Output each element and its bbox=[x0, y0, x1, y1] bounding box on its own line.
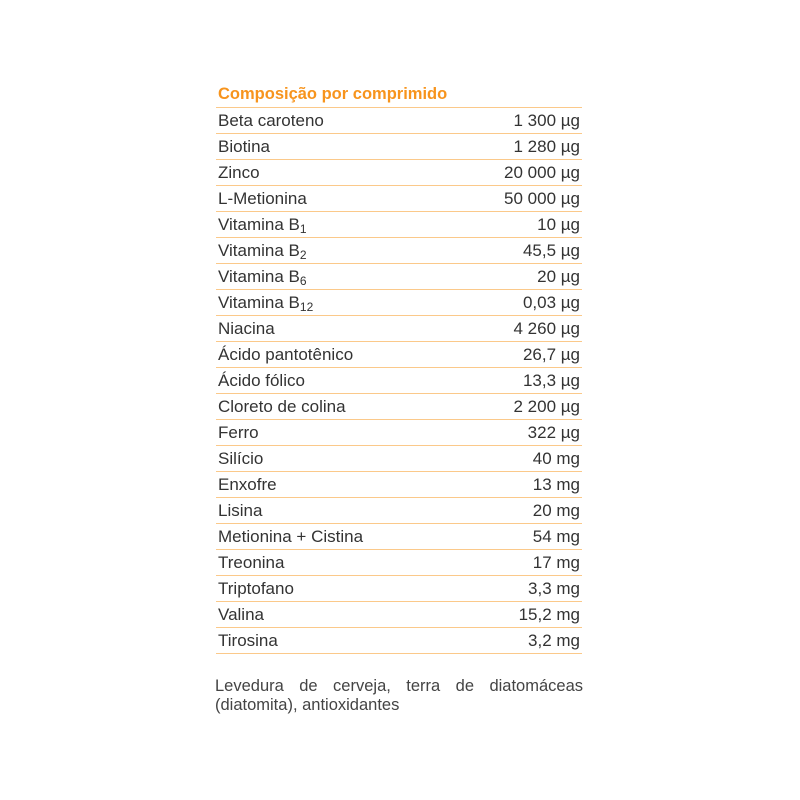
table-title: Composição por comprimido bbox=[216, 82, 582, 108]
nutrient-amount: 1 280 µg bbox=[513, 137, 580, 156]
nutrient-name: L-Metionina bbox=[218, 186, 307, 211]
nutrient-label: Ferro bbox=[218, 423, 259, 442]
nutrient-name: Zinco bbox=[218, 160, 260, 185]
nutrient-label: L-Metionina bbox=[218, 189, 307, 208]
nutrient-amount: 40 mg bbox=[532, 449, 580, 468]
nutrient-name: Vitamina B2 bbox=[218, 238, 307, 263]
nutrient-name: Valina bbox=[218, 602, 264, 627]
nutrient-name: Ácido fólico bbox=[218, 368, 305, 393]
nutrient-amount: 322 µg bbox=[527, 423, 580, 442]
nutrient-subscript: 12 bbox=[299, 300, 314, 314]
table-row: Ácido pantotênico 26,7 µg bbox=[216, 342, 582, 368]
nutrient-name: Ácido pantotênico bbox=[218, 342, 353, 367]
nutrient-amount: 20 mg bbox=[532, 501, 580, 520]
ingredients-note: Levedura de cerveja, terra de diatomácea… bbox=[215, 677, 583, 714]
nutrient-name: Vitamina B12 bbox=[218, 290, 313, 315]
nutrient-amount: 1 300 µg bbox=[513, 111, 580, 130]
nutrient-label: Zinco bbox=[218, 163, 260, 182]
table-row: Vitamina B12 0,03 µg bbox=[216, 290, 582, 316]
nutrient-label: Cloreto de colina bbox=[218, 397, 346, 416]
nutrient-label: Valina bbox=[218, 605, 264, 624]
nutrient-label: Vitamina B bbox=[218, 215, 300, 234]
nutrient-amount: 20 000 µg bbox=[504, 163, 580, 182]
nutrient-name: Cloreto de colina bbox=[218, 394, 346, 419]
nutrient-label: Vitamina B bbox=[218, 241, 300, 260]
table-row: Lisina 20 mg bbox=[216, 498, 582, 524]
nutrient-amount: 17 mg bbox=[532, 553, 580, 572]
table-row: Triptofano 3,3 mg bbox=[216, 576, 582, 602]
table-row: Silício 40 mg bbox=[216, 446, 582, 472]
nutrient-label: Ácido pantotênico bbox=[218, 345, 354, 364]
nutrient-label: Ácido fólico bbox=[218, 371, 305, 390]
nutrient-label: Metionina + Cistina bbox=[218, 527, 364, 546]
nutrient-label: Biotina bbox=[218, 137, 270, 156]
nutrient-label: Lisina bbox=[218, 501, 263, 520]
nutrient-name: Enxofre bbox=[218, 472, 277, 497]
nutrient-label: Vitamina B bbox=[218, 293, 300, 312]
nutrient-amount: 45,5 µg bbox=[522, 241, 580, 260]
table-body: Beta caroteno 1 300 µg Biotina 1 280 µg Zinc… bbox=[216, 108, 582, 654]
table-row: Enxofre 13 mg bbox=[216, 472, 582, 498]
table-row: Vitamina B1 10 µg bbox=[216, 212, 582, 238]
nutrient-name: Ferro bbox=[218, 420, 259, 445]
nutrient-name: Lisina bbox=[218, 498, 262, 523]
nutrient-label: Silício bbox=[218, 449, 264, 468]
nutrient-subscript: 1 bbox=[299, 222, 307, 236]
nutrient-label: Tirosina bbox=[218, 631, 278, 650]
nutrient-label: Vitamina B bbox=[218, 267, 300, 286]
nutrient-amount: 15,2 mg bbox=[518, 605, 580, 624]
table-row: Zinco 20 000 µg bbox=[216, 160, 582, 186]
nutrient-name: Metionina + Cistina bbox=[218, 524, 363, 549]
nutrient-name: Biotina bbox=[218, 134, 270, 159]
nutrient-name: Vitamina B6 bbox=[218, 264, 307, 289]
nutrient-name: Tirosina bbox=[218, 628, 278, 653]
nutrient-amount: 0,03 µg bbox=[522, 293, 580, 312]
table-row: Vitamina B6 20 µg bbox=[216, 264, 582, 290]
nutrient-amount: 20 µg bbox=[537, 267, 580, 286]
table-row: Metionina + Cistina 54 mg bbox=[216, 524, 582, 550]
nutrient-amount: 2 200 µg bbox=[513, 397, 580, 416]
nutrient-amount: 26,7 µg bbox=[522, 345, 580, 364]
nutrient-amount: 10 µg bbox=[537, 215, 580, 234]
nutrient-name: Beta caroteno bbox=[218, 108, 324, 133]
nutrient-label: Beta caroteno bbox=[218, 111, 324, 130]
nutrient-amount: 3,2 mg bbox=[528, 631, 580, 650]
nutrient-name: Silício bbox=[218, 446, 263, 471]
nutrient-name: Treonina bbox=[218, 550, 284, 575]
nutrient-amount: 13 mg bbox=[532, 475, 580, 494]
nutrient-name: Niacina bbox=[218, 316, 275, 341]
table-row: Cloreto de colina 2 200 µg bbox=[216, 394, 582, 420]
table-row: L-Metionina 50 000 µg bbox=[216, 186, 582, 212]
nutrient-label: Enxofre bbox=[218, 475, 277, 494]
nutrient-amount: 13,3 µg bbox=[522, 371, 580, 390]
nutrient-amount: 50 000 µg bbox=[504, 189, 580, 208]
nutrient-label: Niacina bbox=[218, 319, 275, 338]
nutrient-subscript: 6 bbox=[299, 274, 307, 288]
nutrient-name: Vitamina B1 bbox=[218, 212, 307, 237]
nutrient-amount: 4 260 µg bbox=[513, 319, 580, 338]
nutrient-label: Triptofano bbox=[218, 579, 294, 598]
table-row: Beta caroteno 1 300 µg bbox=[216, 108, 582, 134]
nutrient-subscript: 2 bbox=[299, 248, 307, 262]
nutrient-name: Triptofano bbox=[218, 576, 294, 601]
table-row: Tirosina 3,2 mg bbox=[216, 628, 582, 654]
table-row: Ferro 322 µg bbox=[216, 420, 582, 446]
table-row: Ácido fólico 13,3 µg bbox=[216, 368, 582, 394]
table-row: Treonina 17 mg bbox=[216, 550, 582, 576]
composition-table: Composição por comprimido Beta caroteno 1… bbox=[216, 82, 582, 654]
table-row: Valina 15,2 mg bbox=[216, 602, 582, 628]
nutrient-amount: 54 mg bbox=[532, 527, 580, 546]
nutrient-label: Treonina bbox=[218, 553, 285, 572]
table-row: Niacina 4 260 µg bbox=[216, 316, 582, 342]
table-row: Vitamina B2 45,5 µg bbox=[216, 238, 582, 264]
nutrient-amount: 3,3 mg bbox=[528, 579, 580, 598]
table-row: Biotina 1 280 µg bbox=[216, 134, 582, 160]
